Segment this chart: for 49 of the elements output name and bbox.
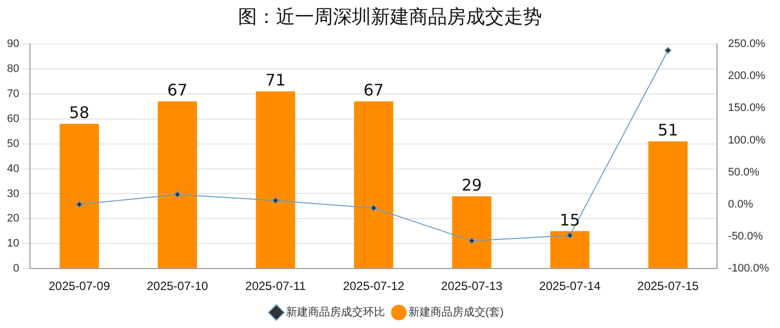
point bbox=[272, 197, 280, 204]
x-tick-label: 2025-07-10 bbox=[146, 279, 208, 294]
y2-tick-label: 50.0% bbox=[728, 166, 760, 178]
y2-tick-label: 250.0% bbox=[728, 38, 766, 50]
y-tick-label: 50 bbox=[6, 138, 20, 150]
y-tick-label: 10 bbox=[6, 238, 20, 250]
point bbox=[664, 46, 672, 54]
data-label: 51 bbox=[658, 120, 678, 140]
point bbox=[76, 200, 83, 208]
data-label: 67 bbox=[167, 80, 188, 100]
chart-title: 图：近一周深圳新建商品房成交走势 bbox=[237, 5, 543, 30]
point bbox=[370, 204, 378, 212]
x-tick-label: 2025-07-13 bbox=[441, 279, 503, 294]
legend-label: 新建商品房成交环比 bbox=[286, 306, 385, 319]
data-label: 71 bbox=[265, 70, 286, 90]
y-tick-label: 20 bbox=[6, 212, 20, 225]
bar bbox=[452, 196, 492, 268]
y2-tick-label: 200.0% bbox=[728, 70, 766, 82]
bar bbox=[648, 141, 688, 268]
x-tick-label: 2025-07-12 bbox=[342, 279, 405, 294]
y2-tick-label: -100.0% bbox=[728, 262, 770, 275]
bar bbox=[256, 91, 296, 268]
bar bbox=[354, 101, 394, 268]
y-tick-label: 70 bbox=[6, 88, 20, 100]
y-tick-label: 0 bbox=[13, 262, 20, 275]
y2-tick-label: -50.0% bbox=[728, 230, 764, 243]
y-tick-label: 30 bbox=[6, 188, 20, 200]
data-label: 29 bbox=[462, 175, 482, 194]
y2-tick-label: 0.0% bbox=[728, 198, 754, 210]
y-tick-label: 40 bbox=[6, 162, 20, 175]
point bbox=[566, 232, 574, 239]
bar bbox=[550, 231, 590, 268]
y2-tick-label: 150.0% bbox=[728, 102, 766, 114]
y-tick-label: 80 bbox=[6, 62, 20, 75]
legend-label: 新建商品房成交(套) bbox=[408, 306, 504, 319]
y-tick-label: 90 bbox=[6, 38, 20, 50]
x-tick-label: 2025-07-11 bbox=[245, 279, 306, 294]
point bbox=[174, 190, 181, 198]
y-tick-label: 60 bbox=[6, 112, 20, 125]
y2-tick-label: 100.0% bbox=[728, 134, 766, 146]
data-label: 58 bbox=[69, 103, 90, 122]
x-tick-label: 2025-07-09 bbox=[48, 279, 110, 294]
point bbox=[468, 237, 476, 244]
x-tick-label: 2025-07-15 bbox=[637, 279, 699, 294]
bar bbox=[158, 101, 198, 268]
bar bbox=[60, 124, 99, 268]
data-label: 15 bbox=[560, 210, 580, 230]
data-label: 67 bbox=[363, 80, 384, 100]
x-tick-label: 2025-07-14 bbox=[539, 279, 601, 294]
